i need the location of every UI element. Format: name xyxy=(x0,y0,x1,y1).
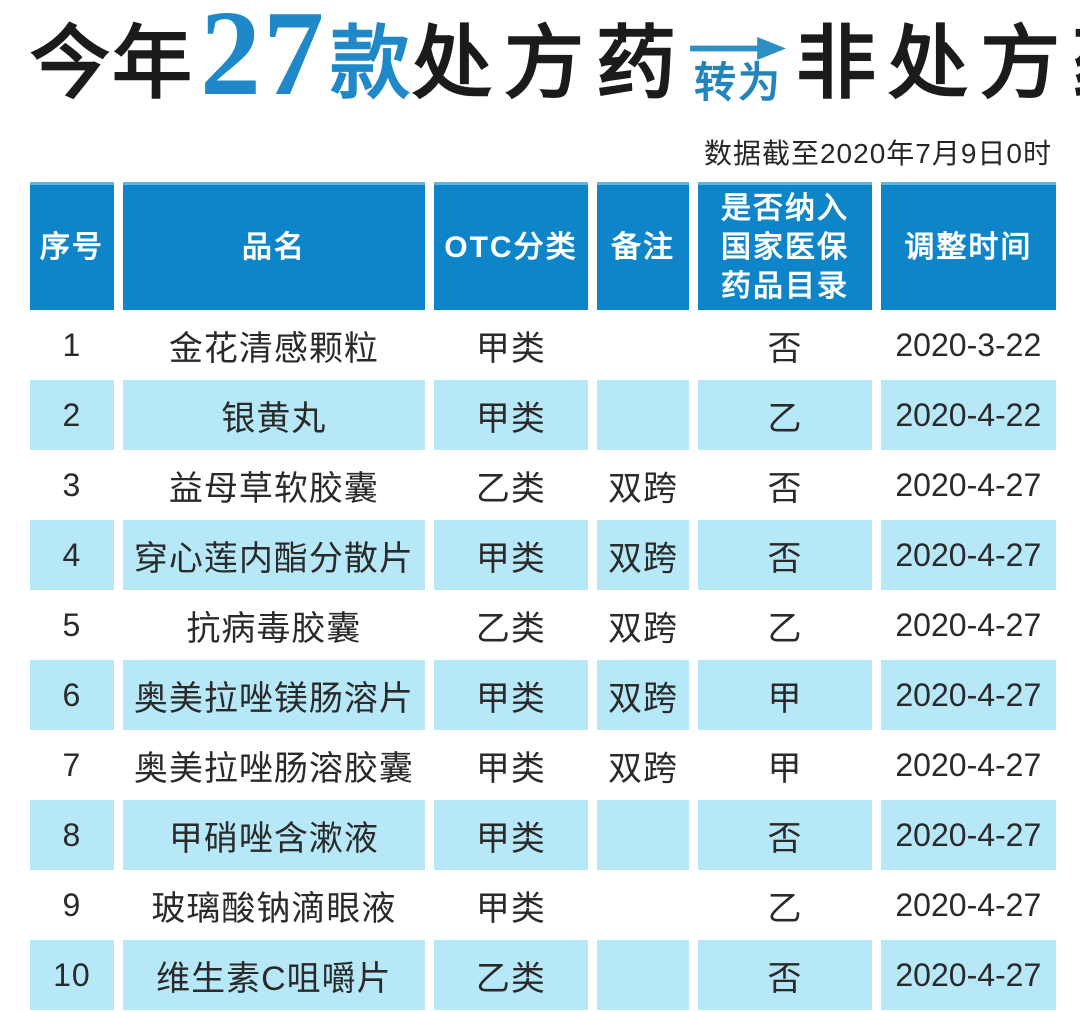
cell-date: 2020-4-27 xyxy=(880,730,1056,800)
cell-insurance: 否 xyxy=(698,310,872,380)
cell-note: 双跨 xyxy=(596,590,690,660)
cell-insurance: 乙 xyxy=(698,590,872,660)
cell-name: 益母草软胶囊 xyxy=(122,450,426,520)
cell-date: 2020-3-22 xyxy=(880,310,1056,380)
cell-otc: 甲类 xyxy=(434,660,588,730)
cell-name: 维生素C咀嚼片 xyxy=(122,940,426,1010)
cell-no: 8 xyxy=(30,800,114,870)
cell-insurance: 否 xyxy=(698,800,872,870)
data-cutoff-note: 数据截至2020年7月9日0时 xyxy=(703,138,1052,169)
cell-date: 2020-4-27 xyxy=(880,450,1056,520)
cell-insurance: 否 xyxy=(698,520,872,590)
cell-no: 2 xyxy=(30,380,114,450)
right-arrow-icon xyxy=(690,37,786,61)
cell-note xyxy=(596,800,690,870)
cell-name: 奥美拉唑肠溶胶囊 xyxy=(122,730,426,800)
col-header-insurance: 是否纳入 国家医保 药品目录 xyxy=(698,182,872,310)
cell-otc: 甲类 xyxy=(434,730,588,800)
cell-no: 5 xyxy=(30,590,114,660)
cell-name: 玻璃酸钠滴眼液 xyxy=(122,870,426,940)
cell-otc: 乙类 xyxy=(434,940,588,1010)
conversion-arrow-group: 转为 xyxy=(690,37,786,104)
cell-otc: 乙类 xyxy=(434,590,588,660)
cell-no: 9 xyxy=(30,870,114,940)
col-header-note: 备注 xyxy=(596,182,690,310)
cell-otc: 甲类 xyxy=(434,310,588,380)
cell-name: 银黄丸 xyxy=(122,380,426,450)
title-count: 27 xyxy=(200,0,326,121)
cell-no: 4 xyxy=(30,520,114,590)
cell-insurance: 甲 xyxy=(698,660,872,730)
cell-name: 奥美拉唑镁肠溶片 xyxy=(122,660,426,730)
col-header-no: 序号 xyxy=(30,182,114,310)
title-unit: 款 xyxy=(330,19,412,109)
cell-date: 2020-4-22 xyxy=(880,380,1056,450)
cell-note: 双跨 xyxy=(596,730,690,800)
cell-note xyxy=(596,310,690,380)
cell-date: 2020-4-27 xyxy=(880,800,1056,870)
cell-name: 抗病毒胶囊 xyxy=(122,590,426,660)
arrow-label: 转为 xyxy=(693,59,782,107)
cell-note xyxy=(596,940,690,1010)
drug-conversion-table: 序号 品名 OTC分类 备注 是否纳入 国家医保 药品目录 调整时间 1 金花清… xyxy=(30,182,1056,1010)
cell-date: 2020-4-27 xyxy=(880,590,1056,660)
cell-no: 1 xyxy=(30,310,114,380)
cell-insurance: 否 xyxy=(698,940,872,1010)
cell-otc: 甲类 xyxy=(434,380,588,450)
cell-note: 双跨 xyxy=(596,520,690,590)
cell-otc: 甲类 xyxy=(434,870,588,940)
cell-date: 2020-4-27 xyxy=(880,520,1056,590)
cell-note: 双跨 xyxy=(596,660,690,730)
cell-insurance: 乙 xyxy=(698,380,872,450)
title-from: 处方药 xyxy=(412,19,688,109)
cell-date: 2020-4-27 xyxy=(880,940,1056,1010)
cell-no: 7 xyxy=(30,730,114,800)
cell-otc: 甲类 xyxy=(434,520,588,590)
cell-name: 金花清感颗粒 xyxy=(122,310,426,380)
col-header-date: 调整时间 xyxy=(880,182,1056,310)
cell-date: 2020-4-27 xyxy=(880,870,1056,940)
cell-insurance: 否 xyxy=(698,450,872,520)
cell-no: 10 xyxy=(30,940,114,1010)
cell-note xyxy=(596,380,690,450)
cell-insurance: 乙 xyxy=(698,870,872,940)
col-header-name: 品名 xyxy=(122,182,426,310)
cell-otc: 甲类 xyxy=(434,800,588,870)
cell-insurance: 甲 xyxy=(698,730,872,800)
cell-date: 2020-4-27 xyxy=(880,660,1056,730)
cell-name: 穿心莲内酯分散片 xyxy=(122,520,426,590)
cell-note: 双跨 xyxy=(596,450,690,520)
page-title: 今年 27 款 处方药 转为 非处方药 xyxy=(30,0,1080,121)
title-area: 今年 27 款 处方药 转为 非处方药 数据截至2020年7月9日0时 xyxy=(0,0,1080,182)
title-to: 非处方药 xyxy=(796,19,1080,109)
cell-no: 3 xyxy=(30,450,114,520)
col-header-otc: OTC分类 xyxy=(434,182,588,310)
cell-no: 6 xyxy=(30,660,114,730)
cell-otc: 乙类 xyxy=(434,450,588,520)
cell-note xyxy=(596,870,690,940)
title-prefix: 今年 xyxy=(30,19,194,109)
cell-name: 甲硝唑含漱液 xyxy=(122,800,426,870)
